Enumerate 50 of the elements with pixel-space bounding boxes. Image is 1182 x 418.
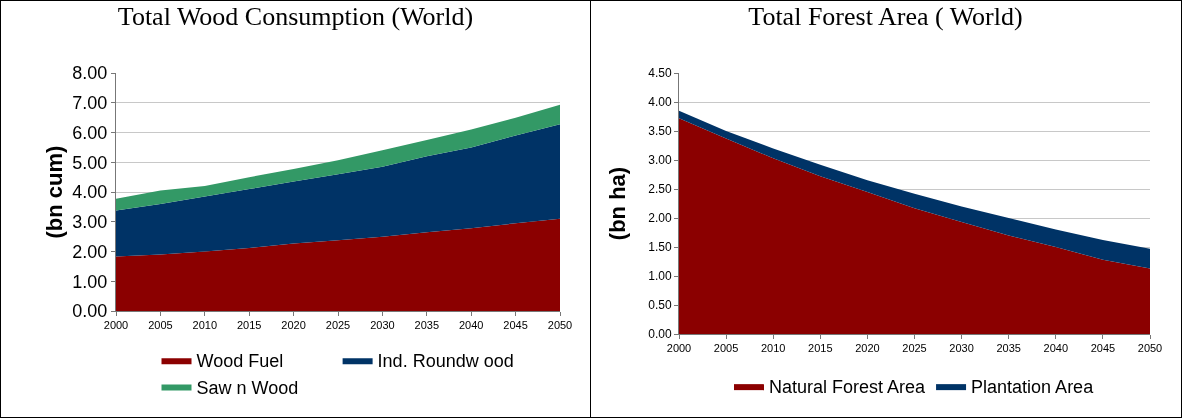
y-tick-label: 4.00: [648, 95, 672, 110]
x-tick-label: 2015: [236, 319, 262, 332]
y-tick-label: 3.50: [648, 124, 672, 139]
x-tick-label: 2000: [103, 319, 129, 332]
x-tick-label: 2010: [192, 319, 218, 332]
y-axis-title: (bn ha): [605, 166, 630, 241]
y-axis-title: (bn cum): [42, 145, 67, 239]
x-tick-label: 2050: [1137, 342, 1163, 355]
y-tick-label: 3.00: [72, 212, 108, 233]
y-tick-label: 7.00: [72, 93, 108, 114]
x-tick-label: 2035: [414, 319, 440, 332]
x-tick-label: 2020: [281, 319, 306, 332]
x-tick-label: 2035: [996, 342, 1021, 355]
y-tick-label: 2.00: [648, 211, 672, 226]
y-tick-label: 6.00: [72, 122, 108, 143]
x-tick-label: 2040: [458, 319, 484, 332]
chart-title: Total Wood Consumption (World): [117, 2, 474, 32]
x-tick-label: 2045: [1090, 342, 1116, 355]
x-tick-label: 2010: [760, 342, 786, 355]
y-tick-label: 4.00: [72, 182, 108, 203]
y-tick-label: 5.00: [72, 152, 108, 173]
legend-label: Natural Forest Area: [769, 377, 927, 398]
y-tick-label: 1.50: [648, 240, 672, 255]
chart-title: Total Forest Area ( World): [748, 2, 1023, 32]
legend-label: Saw n Wood: [196, 377, 299, 398]
x-tick-label: 2025: [325, 319, 351, 332]
y-tick-label: 0.50: [648, 298, 672, 313]
x-tick-label: 2000: [666, 342, 692, 355]
y-tick-label: 1.00: [648, 269, 672, 284]
y-tick-label: 1.00: [72, 271, 108, 292]
x-tick-label: 2020: [855, 342, 880, 355]
y-tick-label: 2.50: [648, 182, 672, 197]
legend-label: Plantation Area: [971, 377, 1095, 398]
y-tick-label: 4.50: [648, 66, 672, 81]
x-tick-label: 2045: [503, 319, 528, 332]
x-tick-label: 2030: [370, 319, 395, 332]
x-tick-label: 2030: [949, 342, 974, 355]
x-tick-label: 2025: [902, 342, 927, 355]
y-tick-label: 2.00: [72, 241, 108, 262]
x-tick-label: 2005: [148, 319, 173, 332]
x-tick-label: 2015: [808, 342, 833, 355]
y-tick-label: 3.00: [648, 153, 672, 168]
y-tick-label: 0.00: [72, 301, 108, 322]
y-tick-label: 0.00: [648, 327, 672, 342]
x-tick-label: 2005: [713, 342, 739, 355]
legend-label: Wood Fuel: [196, 351, 284, 372]
x-tick-label: 2040: [1043, 342, 1069, 355]
x-tick-label: 2050: [547, 319, 573, 332]
y-tick-label: 8.00: [72, 63, 108, 84]
legend-label: Ind. Roundw ood: [377, 351, 514, 372]
